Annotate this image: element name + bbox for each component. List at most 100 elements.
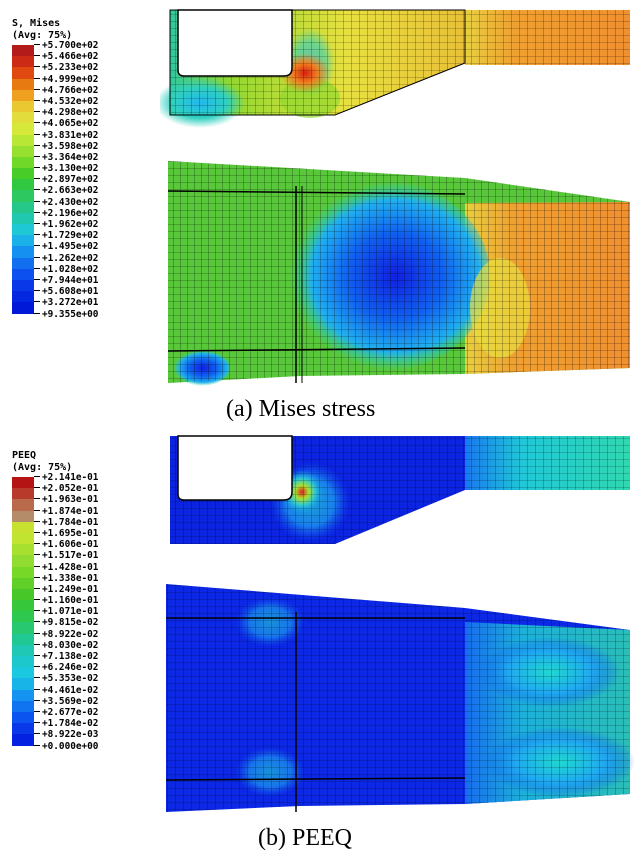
legend-tick: [34, 554, 40, 556]
legend-label: +8.922e-03: [42, 729, 99, 741]
legend-swatch: [12, 510, 34, 522]
legend-tick: [34, 744, 40, 746]
legend-swatch: [12, 235, 34, 247]
peeq-legend: PEEQ (Avg: 75%) +2.141e-01 +2.052e-01 +1.9…: [12, 450, 98, 752]
legend-tick: [34, 688, 40, 690]
legend-label: +5.353e-02: [42, 673, 99, 685]
legend-row: +1.338e-01: [12, 573, 98, 589]
legend-label: +4.766e+02: [42, 84, 99, 96]
mises-legend: S, Mises (Avg: 75%) +5.700e+02 +5.466e+02…: [12, 18, 98, 320]
legend-swatch: [12, 123, 34, 135]
legend-label: +4.298e+02: [42, 107, 99, 119]
legend-label: +8.922e-02: [42, 628, 99, 640]
legend-row: +1.606e-01: [12, 539, 98, 556]
legend-label: +1.695e-01: [42, 527, 99, 539]
legend-row: +1.428e-01: [12, 562, 98, 578]
legend-tick: [34, 88, 40, 90]
legend-swatch: [12, 112, 34, 124]
legend-tick: [34, 599, 40, 601]
legend-row: +5.700e+02: [12, 40, 98, 57]
legend-swatch: [12, 100, 34, 113]
legend-row: +9.815e-02: [12, 617, 98, 634]
legend-label: +1.874e-01: [42, 505, 99, 517]
mises-caption: (a) Mises stress: [226, 396, 376, 422]
legend-label: +1.606e-01: [42, 539, 99, 551]
legend-swatch: [12, 700, 34, 712]
legend-label: +1.517e-01: [42, 550, 99, 562]
peeq-contour-plot: [165, 435, 635, 812]
legend-tick: [34, 256, 40, 258]
legend-swatch: [12, 544, 34, 556]
legend-label: +4.065e+02: [42, 118, 99, 130]
legend-tick: [34, 733, 40, 735]
mises-contour-plot: [160, 9, 630, 386]
legend-label: +0.000e+00: [42, 740, 99, 752]
legend-row: +8.922e-02: [12, 629, 98, 645]
legend-row: +1.160e-01: [12, 595, 98, 612]
peeq-lower-section: [165, 584, 635, 812]
legend-tick: [34, 122, 40, 124]
legend-tick: [34, 234, 40, 236]
legend-label: +2.897e+02: [42, 174, 99, 186]
legend-swatch: [12, 134, 34, 146]
legend-tick: [34, 290, 40, 292]
legend-row: +1.784e-02: [12, 718, 98, 735]
legend-swatch: [12, 45, 34, 57]
legend-tick: [34, 531, 40, 533]
legend-label: +7.944e+01: [42, 274, 99, 286]
legend-row: +1.071e-01: [12, 606, 98, 623]
legend-label: +1.428e-01: [42, 561, 99, 573]
legend-label: +5.608e+01: [42, 286, 99, 298]
legend-label: +3.364e+02: [42, 151, 99, 163]
legend-swatch: [12, 279, 34, 292]
legend-tick: [34, 699, 40, 701]
legend-swatch: [12, 588, 34, 601]
legend-row: +5.233e+02: [12, 62, 98, 79]
legend-label: +1.963e-01: [42, 494, 99, 506]
legend-tick: [34, 677, 40, 679]
legend-row: +2.196e+02: [12, 208, 98, 224]
legend-tick: [34, 155, 40, 157]
legend-swatch: [12, 268, 34, 280]
legend-label: +5.700e+02: [42, 40, 99, 51]
legend-tick: [34, 643, 40, 645]
peeq-legend-subtitle: (Avg: 75%): [12, 462, 73, 473]
legend-tick: [34, 565, 40, 567]
legend-swatch: [12, 257, 34, 269]
legend-tick: [34, 301, 40, 303]
legend-tick: [34, 178, 40, 180]
legend-tick: [34, 77, 40, 79]
legend-label: +2.663e+02: [42, 185, 99, 197]
legend-row: +3.831e+02: [12, 130, 98, 146]
legend-label: +1.249e-01: [42, 583, 99, 595]
legend-swatch: [12, 734, 34, 746]
legend-swatch: [12, 689, 34, 701]
legend-tick: [34, 576, 40, 578]
legend-label: +1.962e+02: [42, 219, 99, 230]
legend-row: +1.962e+02: [12, 219, 98, 236]
legend-swatch: [12, 89, 34, 101]
legend-row: +4.461e-02: [12, 685, 98, 701]
legend-tick: [34, 666, 40, 668]
peeq-upper-section: [170, 435, 630, 544]
legend-row: +7.944e+01: [12, 275, 98, 292]
legend-swatch: [12, 521, 34, 533]
legend-swatch: [12, 667, 34, 679]
legend-row: +1.963e-01: [12, 494, 98, 511]
legend-label: +4.532e+02: [42, 95, 99, 107]
legend-swatch: [12, 566, 34, 578]
legend-label: +5.233e+02: [42, 62, 99, 74]
legend-row: +1.784e-01: [12, 517, 98, 533]
mises-legend-scale: +5.700e+02 +5.466e+02 +5.233e+02 +4.999e+02…: [12, 40, 98, 320]
legend-tick: [34, 509, 40, 511]
legend-label: +1.071e-01: [42, 606, 99, 618]
legend-tick: [34, 587, 40, 589]
legend-swatch: [12, 78, 34, 90]
legend-row: +4.766e+02: [12, 85, 98, 101]
legend-tick: [34, 200, 40, 202]
legend-tick: [34, 476, 40, 477]
legend-label: +3.831e+02: [42, 129, 99, 141]
legend-swatch: [12, 488, 34, 500]
legend-tick: [34, 111, 40, 113]
legend-row: +5.608e+01: [12, 286, 98, 303]
